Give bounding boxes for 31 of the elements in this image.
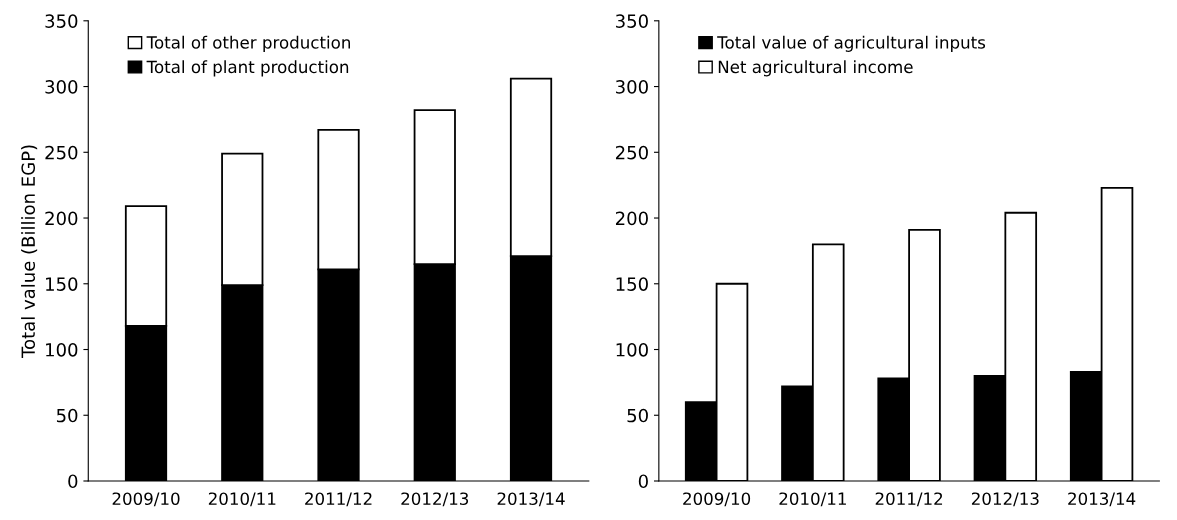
y-tick-label: 150 xyxy=(616,277,648,291)
y-tick-label: 100 xyxy=(46,342,78,357)
x-tick-label: 2009/10 xyxy=(112,492,180,507)
y-tick-label: 150 xyxy=(46,277,78,291)
legend-label: Total of other production xyxy=(146,35,350,52)
y-tick-label: 0 xyxy=(68,474,78,489)
legend-label: Total of plant production xyxy=(146,60,349,77)
y-tick-label: 250 xyxy=(615,145,648,160)
y-tick-label: 50 xyxy=(627,408,648,423)
x-tick-label: 2012/13 xyxy=(401,492,469,507)
legend-label: Total value of agricultural inputs xyxy=(717,35,986,52)
y-tick-label: 100 xyxy=(616,342,648,357)
y-tick-label: 200 xyxy=(615,211,648,226)
x-tick-label: 2010/11 xyxy=(779,492,846,507)
y-tick-label: 350 xyxy=(45,14,78,28)
x-tick-label: 2013/14 xyxy=(1068,492,1136,507)
y-tick-label: 300 xyxy=(616,80,648,94)
x-tick-label: 2013/14 xyxy=(497,492,565,507)
y-tick-label: 250 xyxy=(45,145,78,160)
legend-label: Net agricultural income xyxy=(718,60,913,77)
x-tick-label: 2009/10 xyxy=(683,492,751,507)
y-tick-label: 300 xyxy=(45,80,78,94)
x-tick-label: 2012/13 xyxy=(971,492,1039,507)
x-tick-label: 2011/12 xyxy=(305,492,372,507)
y-tick-label: 0 xyxy=(638,474,648,489)
y-tick-label: 200 xyxy=(45,211,78,226)
y-axis-title: Total value (Billion EGP) xyxy=(21,145,38,358)
y-tick-label: 50 xyxy=(56,408,78,423)
y-tick-label: 350 xyxy=(616,14,648,28)
x-tick-label: 2010/11 xyxy=(208,492,276,507)
x-tick-label: 2011/12 xyxy=(875,492,943,507)
